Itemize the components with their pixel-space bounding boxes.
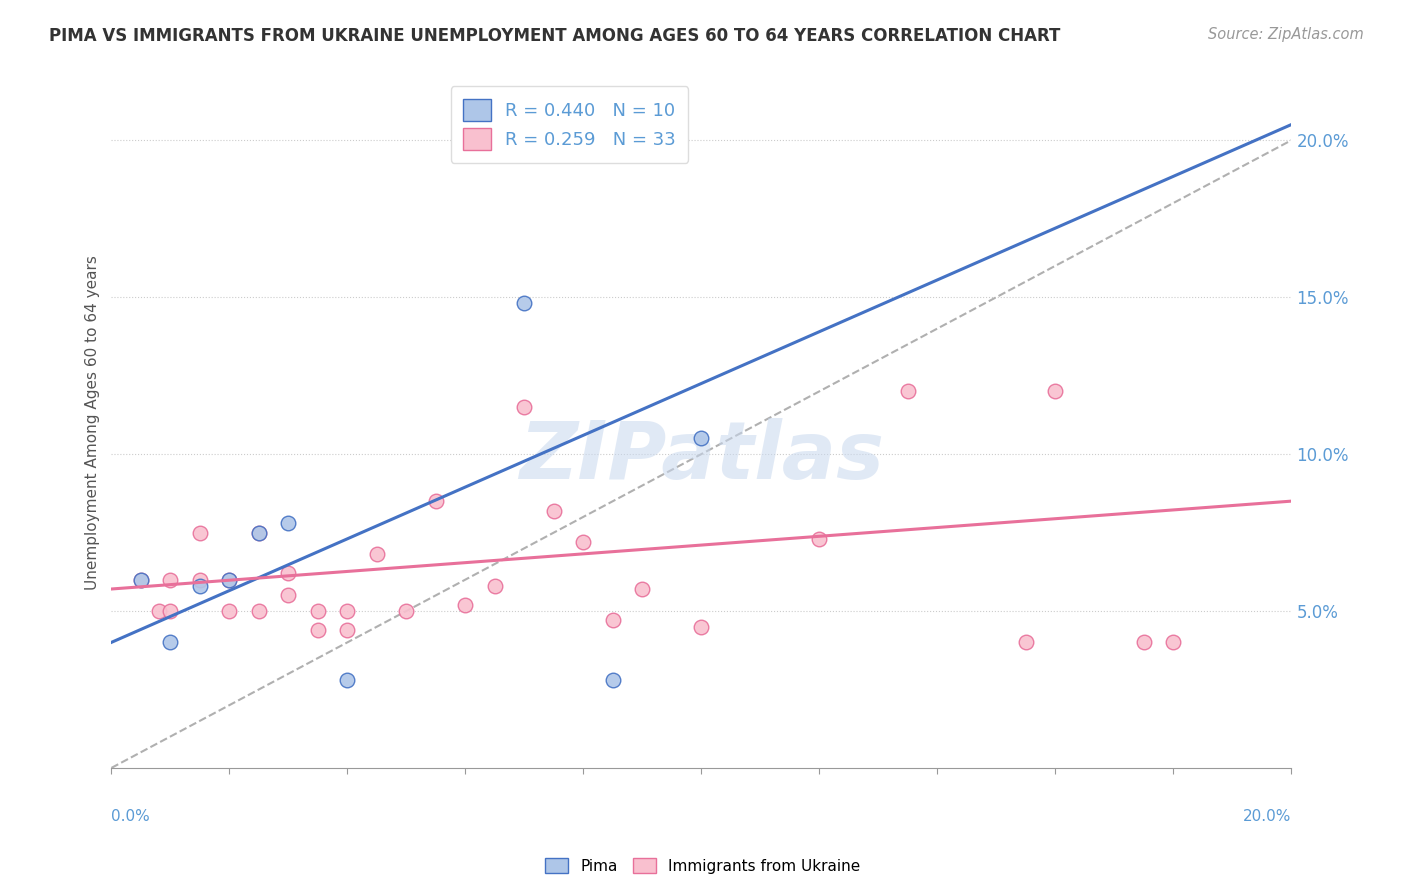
Point — [307, 604, 329, 618]
Point — [218, 573, 240, 587]
Point — [336, 604, 359, 618]
Point — [1015, 635, 1038, 649]
Point — [159, 573, 181, 587]
Point — [188, 525, 211, 540]
Point — [307, 623, 329, 637]
Legend: R = 0.440   N = 10, R = 0.259   N = 33: R = 0.440 N = 10, R = 0.259 N = 33 — [451, 87, 689, 163]
Point — [129, 573, 152, 587]
Point — [218, 573, 240, 587]
Point — [188, 579, 211, 593]
Point — [148, 604, 170, 618]
Point — [572, 535, 595, 549]
Point — [247, 525, 270, 540]
Point — [277, 588, 299, 602]
Point — [277, 516, 299, 530]
Point — [218, 604, 240, 618]
Point — [1163, 635, 1185, 649]
Point — [484, 579, 506, 593]
Point — [336, 623, 359, 637]
Point — [543, 503, 565, 517]
Point — [602, 614, 624, 628]
Point — [366, 548, 388, 562]
Point — [690, 431, 713, 445]
Point — [602, 673, 624, 687]
Text: 20.0%: 20.0% — [1243, 809, 1292, 823]
Point — [897, 384, 920, 399]
Legend: Pima, Immigrants from Ukraine: Pima, Immigrants from Ukraine — [540, 852, 866, 880]
Point — [336, 673, 359, 687]
Point — [808, 532, 831, 546]
Point — [425, 494, 447, 508]
Point — [277, 566, 299, 581]
Point — [631, 582, 654, 596]
Point — [454, 598, 477, 612]
Text: PIMA VS IMMIGRANTS FROM UKRAINE UNEMPLOYMENT AMONG AGES 60 TO 64 YEARS CORRELATI: PIMA VS IMMIGRANTS FROM UKRAINE UNEMPLOY… — [49, 27, 1060, 45]
Point — [1045, 384, 1067, 399]
Text: Source: ZipAtlas.com: Source: ZipAtlas.com — [1208, 27, 1364, 42]
Point — [1133, 635, 1156, 649]
Point — [513, 296, 536, 310]
Point — [247, 525, 270, 540]
Text: ZIPatlas: ZIPatlas — [519, 418, 884, 496]
Text: 0.0%: 0.0% — [111, 809, 150, 823]
Point — [159, 604, 181, 618]
Point — [395, 604, 418, 618]
Point — [690, 620, 713, 634]
Point — [247, 604, 270, 618]
Point — [129, 573, 152, 587]
Point — [188, 573, 211, 587]
Y-axis label: Unemployment Among Ages 60 to 64 years: Unemployment Among Ages 60 to 64 years — [86, 255, 100, 591]
Point — [159, 635, 181, 649]
Point — [513, 400, 536, 414]
